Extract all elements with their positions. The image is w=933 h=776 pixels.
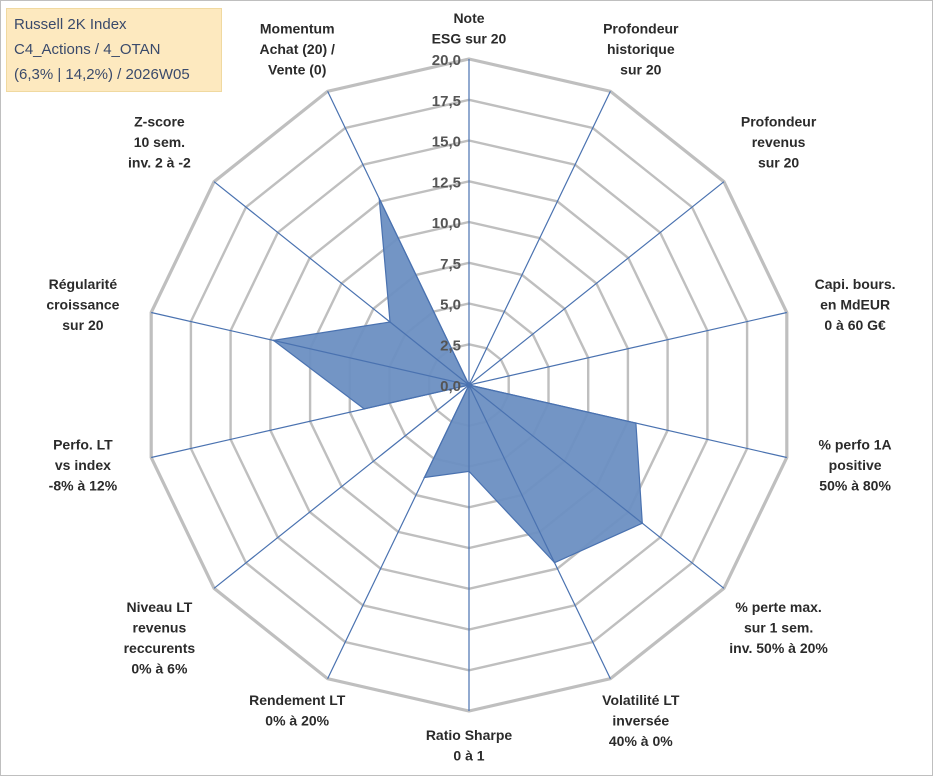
tick-label: 20,0 xyxy=(432,52,461,69)
axis-label-line: Capi. bours. xyxy=(815,276,896,292)
axis-label-line: Achat (20) / xyxy=(259,41,335,57)
axis-label-line: % perte max. xyxy=(735,599,821,615)
axis-label: Profondeur revenus sur 20 xyxy=(741,113,817,170)
axis-label: Perfo. LT vs index -8% à 12% xyxy=(49,437,118,494)
title-line-1: Russell 2K Index xyxy=(14,16,127,33)
axis-label-line: revenus xyxy=(133,620,187,636)
tick-label: 0,0 xyxy=(440,378,461,395)
axis-spoke xyxy=(468,311,787,386)
axis-label-line: 40% à 0% xyxy=(609,733,673,749)
chart-title-box: Russell 2K Index C4_Actions / 4_OTAN (6,… xyxy=(6,8,222,92)
axis-label: Profondeur historique sur 20 xyxy=(603,21,679,78)
axis-label: Niveau LT revenus reccurents 0% à 6% xyxy=(124,599,196,677)
axis-label-line: 50% à 80% xyxy=(819,478,891,494)
axis-label: Capi. bours. en MdEUR 0 à 60 G€ xyxy=(815,276,896,333)
axis-label-line: -8% à 12% xyxy=(49,478,118,494)
tick-label: 2,5 xyxy=(440,337,461,354)
tick-label: 7,5 xyxy=(440,256,461,273)
axis-label-line: Perfo. LT xyxy=(53,437,113,453)
axis-spoke xyxy=(468,384,611,679)
axis-label-line: reccurents xyxy=(124,640,196,656)
axis-label: Ratio Sharpe 0 à 1 xyxy=(426,727,513,764)
axis-spoke xyxy=(327,91,470,386)
axis-label-line: 0 à 1 xyxy=(453,748,484,764)
axis-spoke xyxy=(151,384,470,459)
axis-label: % perfo 1A positive 50% à 80% xyxy=(819,437,892,494)
axis-label: Régularité croissance sur 20 xyxy=(46,276,119,333)
axis-label-line: revenus xyxy=(752,134,806,150)
axis-spoke xyxy=(327,384,470,679)
radar-spokes xyxy=(151,59,787,711)
axis-label-line: Niveau LT xyxy=(126,599,192,615)
axis-spoke xyxy=(151,311,470,386)
axis-spoke xyxy=(468,384,725,589)
axis-spoke xyxy=(468,181,725,386)
axis-spoke xyxy=(468,91,611,386)
axis-label-line: Profondeur xyxy=(603,21,679,37)
axis-label-line: Note xyxy=(453,10,484,26)
tick-label: 5,0 xyxy=(440,297,461,314)
axis-spoke xyxy=(213,181,470,386)
axis-label-line: 10 sem. xyxy=(134,134,185,150)
tick-label: 15,0 xyxy=(432,134,461,151)
axis-label-line: Ratio Sharpe xyxy=(426,727,513,743)
axis-label: Z-score 10 sem. inv. 2 à -2 xyxy=(128,113,191,170)
tick-label: 17,5 xyxy=(432,93,461,110)
axis-label-line: Momentum xyxy=(260,21,335,37)
axis-label-line: sur 20 xyxy=(62,317,103,333)
tick-label: 10,0 xyxy=(432,215,461,232)
axis-label-line: en MdEUR xyxy=(820,296,890,312)
axis-label-line: Régularité xyxy=(49,276,118,292)
axis-label-line: inversée xyxy=(612,712,669,728)
axis-label-line: sur 20 xyxy=(620,62,661,78)
axis-label-line: ESG sur 20 xyxy=(432,31,507,47)
axis-label-line: Vente (0) xyxy=(268,62,326,78)
radar-axis-labels: Note ESG sur 20 Profondeur historique sur 20… xyxy=(46,10,895,764)
axis-label-line: % perfo 1A xyxy=(819,437,892,453)
axis-spoke xyxy=(213,384,470,589)
axis-label-line: 0% à 6% xyxy=(131,661,188,677)
axis-label-line: Volatilité LT xyxy=(602,692,680,708)
axis-label-line: 0 à 60 G€ xyxy=(824,317,886,333)
axis-label: Volatilité LT inversée 40% à 0% xyxy=(602,692,680,749)
axis-label-line: historique xyxy=(607,41,675,57)
axis-label-line: inv. 2 à -2 xyxy=(128,154,191,170)
title-line-2: C4_Actions / 4_OTAN xyxy=(14,41,161,58)
radar-tick-labels: 0,0 2,5 5,0 7,5 10,0 12,5 15,0 17,5 20,0 xyxy=(432,52,461,395)
axis-label-line: croissance xyxy=(46,296,119,312)
axis-label: Rendement LT 0% à 20% xyxy=(249,692,346,729)
tick-label: 12,5 xyxy=(432,174,461,191)
axis-label-line: Profondeur xyxy=(741,113,817,129)
axis-spoke xyxy=(468,384,787,459)
axis-label-line: inv. 50% à 20% xyxy=(729,640,828,656)
axis-label-line: Rendement LT xyxy=(249,692,346,708)
axis-label-line: vs index xyxy=(55,457,111,473)
axis-label: Momentum Achat (20) / Vente (0) xyxy=(259,21,335,78)
axis-label-line: sur 20 xyxy=(758,154,799,170)
axis-label-line: sur 1 sem. xyxy=(744,620,813,636)
axis-label: % perte max. sur 1 sem. inv. 50% à 20% xyxy=(729,599,828,656)
axis-label-line: Z-score xyxy=(134,113,185,129)
axis-label: Note ESG sur 20 xyxy=(432,10,507,47)
title-line-3: (6,3% | 14,2%) / 2026W05 xyxy=(14,66,190,83)
axis-label-line: positive xyxy=(829,457,882,473)
axis-label-line: 0% à 20% xyxy=(265,712,329,728)
